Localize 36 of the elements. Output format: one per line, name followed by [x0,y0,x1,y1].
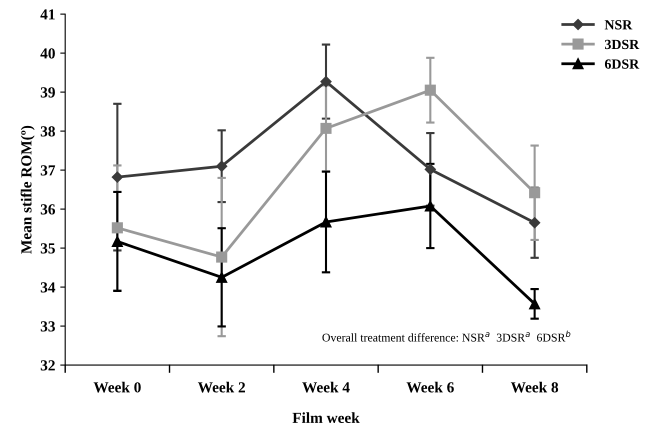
point [320,76,332,88]
point [216,160,228,172]
point [112,172,123,183]
point [112,222,123,234]
point [320,122,332,134]
x-tick-label: Week 6 [406,382,454,393]
point [424,200,436,212]
point [216,252,228,263]
point [424,164,436,175]
y-tick-label: 33 [40,321,55,332]
y-tick-label: 34 [40,282,56,293]
point [529,187,540,198]
y-tick-label: 37 [40,165,56,176]
y-axis-title: Mean stifle ROM(º) [20,126,35,254]
y-tick-label: 38 [40,126,55,137]
point [529,217,540,228]
y-tick-label: 35 [40,243,55,254]
y-tick-label: 39 [40,87,55,98]
y-tick-label: 40 [40,48,55,59]
x-tick-label: Week 8 [510,382,558,393]
point [529,298,540,310]
y-tick-label: 36 [40,204,56,215]
y-tick-label: 41 [40,9,55,20]
legend-label: 6DSR [604,59,640,69]
point [320,216,332,228]
legend-label: NSR [604,20,632,30]
point [424,84,436,96]
x-tick-label: Week 4 [302,382,350,393]
point [112,236,123,248]
point [216,272,228,283]
y-tick-label: 32 [40,360,55,371]
x-tick-label: Week 0 [94,382,141,393]
x-tick-label: Week 2 [198,382,245,393]
x-axis-title: Film week [292,412,360,424]
annotation: Overall treatment difference: NSR$^{a}$ 3DSR$^{a}$ 6DSR$^{b}$ [322,330,570,342]
legend-label: 3DSR [604,40,640,50]
